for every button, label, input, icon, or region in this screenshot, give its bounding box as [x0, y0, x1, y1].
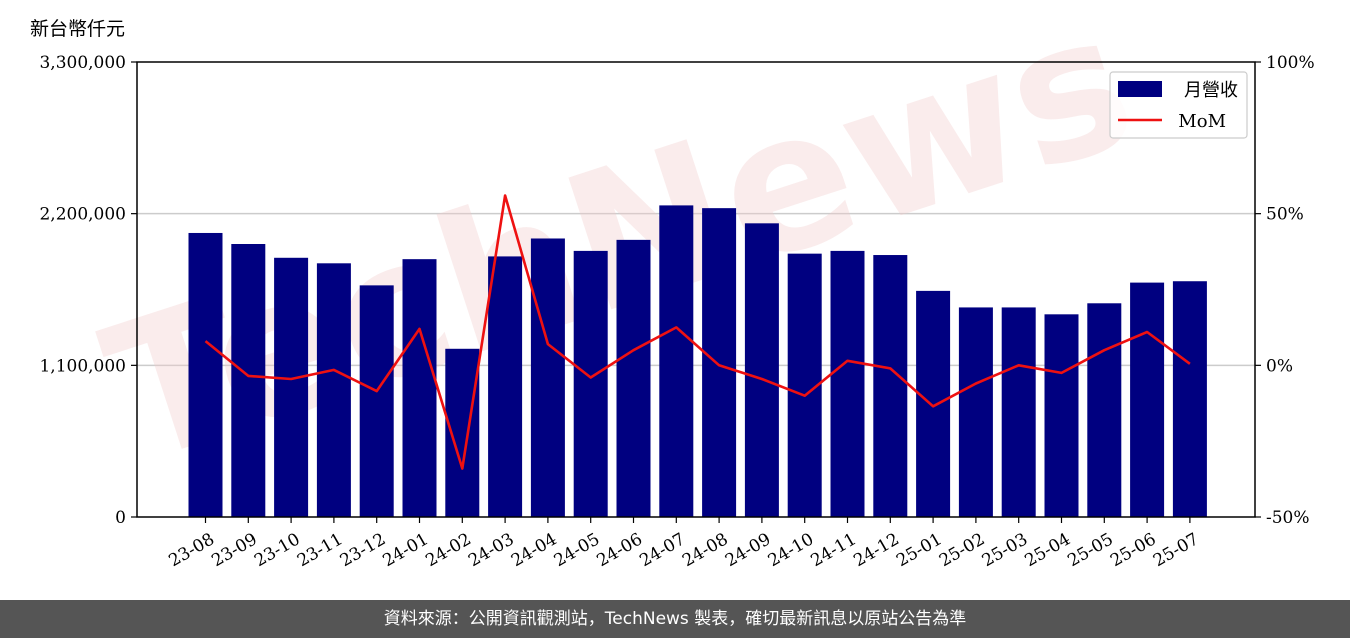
left-tick-label: 3,300,000 — [39, 53, 126, 73]
bar-23-11 — [316, 263, 351, 517]
mom-line — [204, 194, 1191, 470]
right-tick-label: 0% — [1266, 356, 1293, 376]
x-tick-label-23-09: 23-09 — [208, 529, 260, 571]
x-tick-label-25-02: 25-02 — [936, 529, 988, 571]
x-tick-label-24-04: 24-04 — [508, 529, 560, 571]
x-tick-label-24-11: 24-11 — [808, 529, 860, 571]
bar-24-11 — [830, 250, 865, 518]
bar-24-05 — [573, 250, 608, 518]
bar-24-12 — [873, 255, 908, 517]
legend-label-revenue: 月營收 — [1184, 80, 1238, 101]
x-tick-label-25-01: 25-01 — [893, 529, 945, 571]
x-tick-label-24-12: 24-12 — [850, 529, 902, 571]
bar-23-10 — [274, 257, 309, 517]
bar-25-07 — [1172, 281, 1207, 517]
bar-25-02 — [958, 307, 993, 517]
bar-23-12 — [359, 285, 394, 517]
bar-23-09 — [231, 244, 266, 517]
plot-frame — [136, 61, 1256, 518]
x-tick-label-23-11: 23-11 — [294, 529, 346, 571]
bar-25-03 — [1001, 307, 1036, 517]
bar-24-06 — [616, 239, 651, 517]
bar-23-08 — [188, 232, 223, 517]
x-tick-label-23-12: 23-12 — [337, 529, 389, 571]
right-tick-label: 50% — [1266, 205, 1304, 225]
right-tick-label: 100% — [1266, 53, 1315, 73]
x-tick-label-23-08: 23-08 — [166, 529, 218, 571]
bar-24-09 — [744, 223, 779, 517]
legend-label-mom: MoM — [1178, 111, 1226, 132]
x-tick-label-25-05: 25-05 — [1064, 529, 1116, 571]
revenue-chart: TechNews01,100,0002,200,0003,300,000-50%… — [39, 0, 1315, 571]
left-tick-label: 2,200,000 — [39, 205, 126, 225]
bar-25-04 — [1044, 314, 1079, 517]
x-tick-label-23-10: 23-10 — [251, 529, 303, 571]
x-tick-label-25-04: 25-04 — [1022, 529, 1074, 571]
x-tick-label-24-09: 24-09 — [722, 529, 774, 571]
right-tick-label: -50% — [1266, 508, 1310, 528]
bar-24-01 — [402, 259, 437, 517]
legend-swatch-revenue — [1118, 81, 1162, 97]
source-footer: 資料來源：公開資訊觀測站，TechNews 製表，確切最新訊息以原站公告為準 — [0, 600, 1350, 638]
bar-24-08 — [702, 208, 737, 517]
bar-24-03 — [488, 256, 523, 517]
left-tick-label: 1,100,000 — [39, 356, 126, 376]
bar-25-05 — [1087, 303, 1122, 517]
x-tick-label-24-03: 24-03 — [465, 529, 517, 571]
bar-24-07 — [659, 205, 694, 518]
unit-label: 新台幣仟元 — [30, 18, 126, 40]
left-tick-label: 0 — [115, 508, 126, 528]
x-tick-label-24-01: 24-01 — [380, 529, 432, 571]
x-tick-label-25-07: 25-07 — [1150, 529, 1202, 571]
x-tick-label-25-03: 25-03 — [979, 529, 1031, 571]
x-tick-label-24-10: 24-10 — [765, 529, 817, 571]
x-tick-label-24-05: 24-05 — [551, 529, 603, 571]
bar-25-06 — [1130, 282, 1165, 517]
bar-24-04 — [530, 238, 565, 517]
x-tick-label-24-07: 24-07 — [636, 529, 688, 571]
x-tick-label-24-06: 24-06 — [594, 529, 646, 571]
x-tick-label-24-08: 24-08 — [679, 529, 731, 571]
bar-25-01 — [916, 290, 951, 517]
x-tick-label-24-02: 24-02 — [422, 529, 474, 571]
x-tick-label-25-06: 25-06 — [1107, 529, 1159, 571]
